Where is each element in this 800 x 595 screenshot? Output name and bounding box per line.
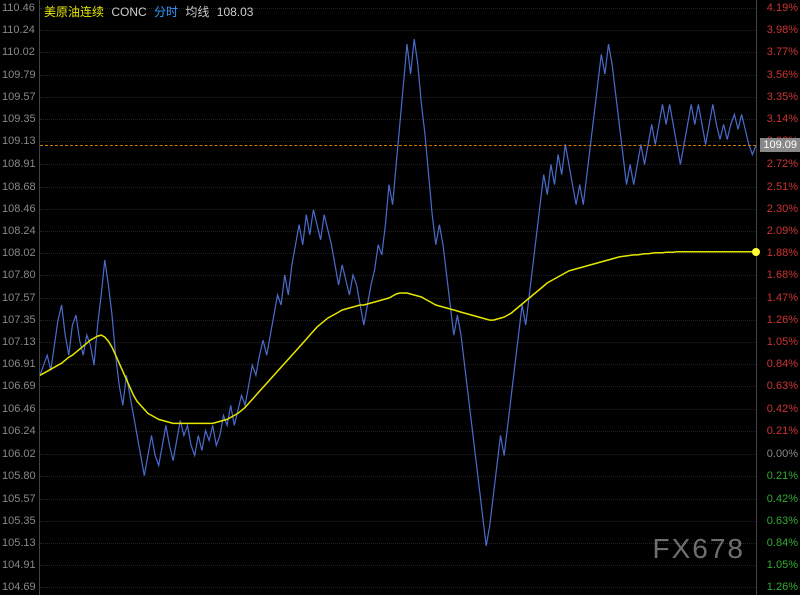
- symbol-code: CONC: [111, 5, 146, 19]
- current-price-line: [40, 145, 756, 146]
- chart-container: 美原油连续 CONC 分时 均线 108.03 110.464.19%110.2…: [0, 0, 800, 595]
- chart-header: 美原油连续 CONC 分时 均线 108.03: [44, 3, 257, 20]
- plot-area: [0, 0, 800, 595]
- ma-end-dot: [752, 248, 760, 256]
- timeframe-label: 分时: [154, 5, 178, 19]
- ma-label: 均线: [185, 5, 209, 19]
- ma-value: 108.03: [217, 5, 254, 19]
- symbol-name: 美原油连续: [44, 5, 104, 19]
- current-price-label: 109.09: [760, 138, 800, 152]
- watermark: FX678: [653, 533, 746, 565]
